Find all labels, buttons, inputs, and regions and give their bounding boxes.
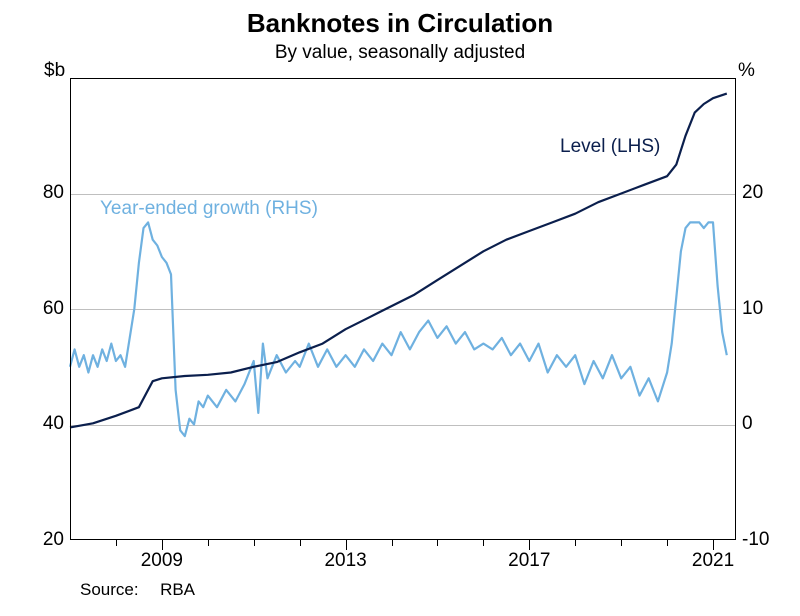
chart-title: Banknotes in Circulation xyxy=(0,8,800,39)
y-left-tick-label: 40 xyxy=(24,413,64,435)
x-tick-label: 2021 xyxy=(692,550,734,572)
y-right-tick-label: 20 xyxy=(742,182,763,204)
x-minor-tick-mark xyxy=(116,540,117,546)
y-right-unit: % xyxy=(738,60,755,82)
y-right-tick-label: 0 xyxy=(742,413,753,435)
x-tick-mark xyxy=(529,540,530,550)
source-label: Source: xyxy=(80,580,139,599)
x-minor-tick-mark xyxy=(621,540,622,546)
series-level-label: Level (LHS) xyxy=(560,136,660,158)
x-tick-mark xyxy=(346,540,347,550)
x-tick-label: 2009 xyxy=(141,550,183,572)
chart-container: Banknotes in Circulation By value, seaso… xyxy=(0,0,800,616)
x-tick-mark xyxy=(162,540,163,550)
y-left-unit: $b xyxy=(44,60,65,82)
x-minor-tick-mark xyxy=(483,540,484,546)
plot-area: Level (LHS) Year-ended growth (RHS) xyxy=(70,78,736,540)
x-minor-tick-mark xyxy=(254,540,255,546)
x-minor-tick-mark xyxy=(392,540,393,546)
x-minor-tick-mark xyxy=(208,540,209,546)
y-left-tick-label: 80 xyxy=(24,182,64,204)
x-minor-tick-mark xyxy=(437,540,438,546)
chart-subtitle: By value, seasonally adjusted xyxy=(0,42,800,64)
source-line: Source: RBA xyxy=(80,580,195,600)
x-tick-mark xyxy=(713,540,714,550)
source-value: RBA xyxy=(160,580,195,599)
x-minor-tick-mark xyxy=(300,540,301,546)
x-minor-tick-mark xyxy=(667,540,668,546)
y-left-tick-label: 60 xyxy=(24,298,64,320)
x-tick-label: 2017 xyxy=(508,550,550,572)
y-right-tick-label: -10 xyxy=(742,529,769,551)
series-growth-label: Year-ended growth (RHS) xyxy=(100,198,318,220)
series-growth-line xyxy=(70,222,727,436)
y-right-tick-label: 10 xyxy=(742,298,763,320)
y-left-tick-label: 20 xyxy=(24,529,64,551)
x-tick-label: 2013 xyxy=(324,550,366,572)
x-minor-tick-mark xyxy=(575,540,576,546)
